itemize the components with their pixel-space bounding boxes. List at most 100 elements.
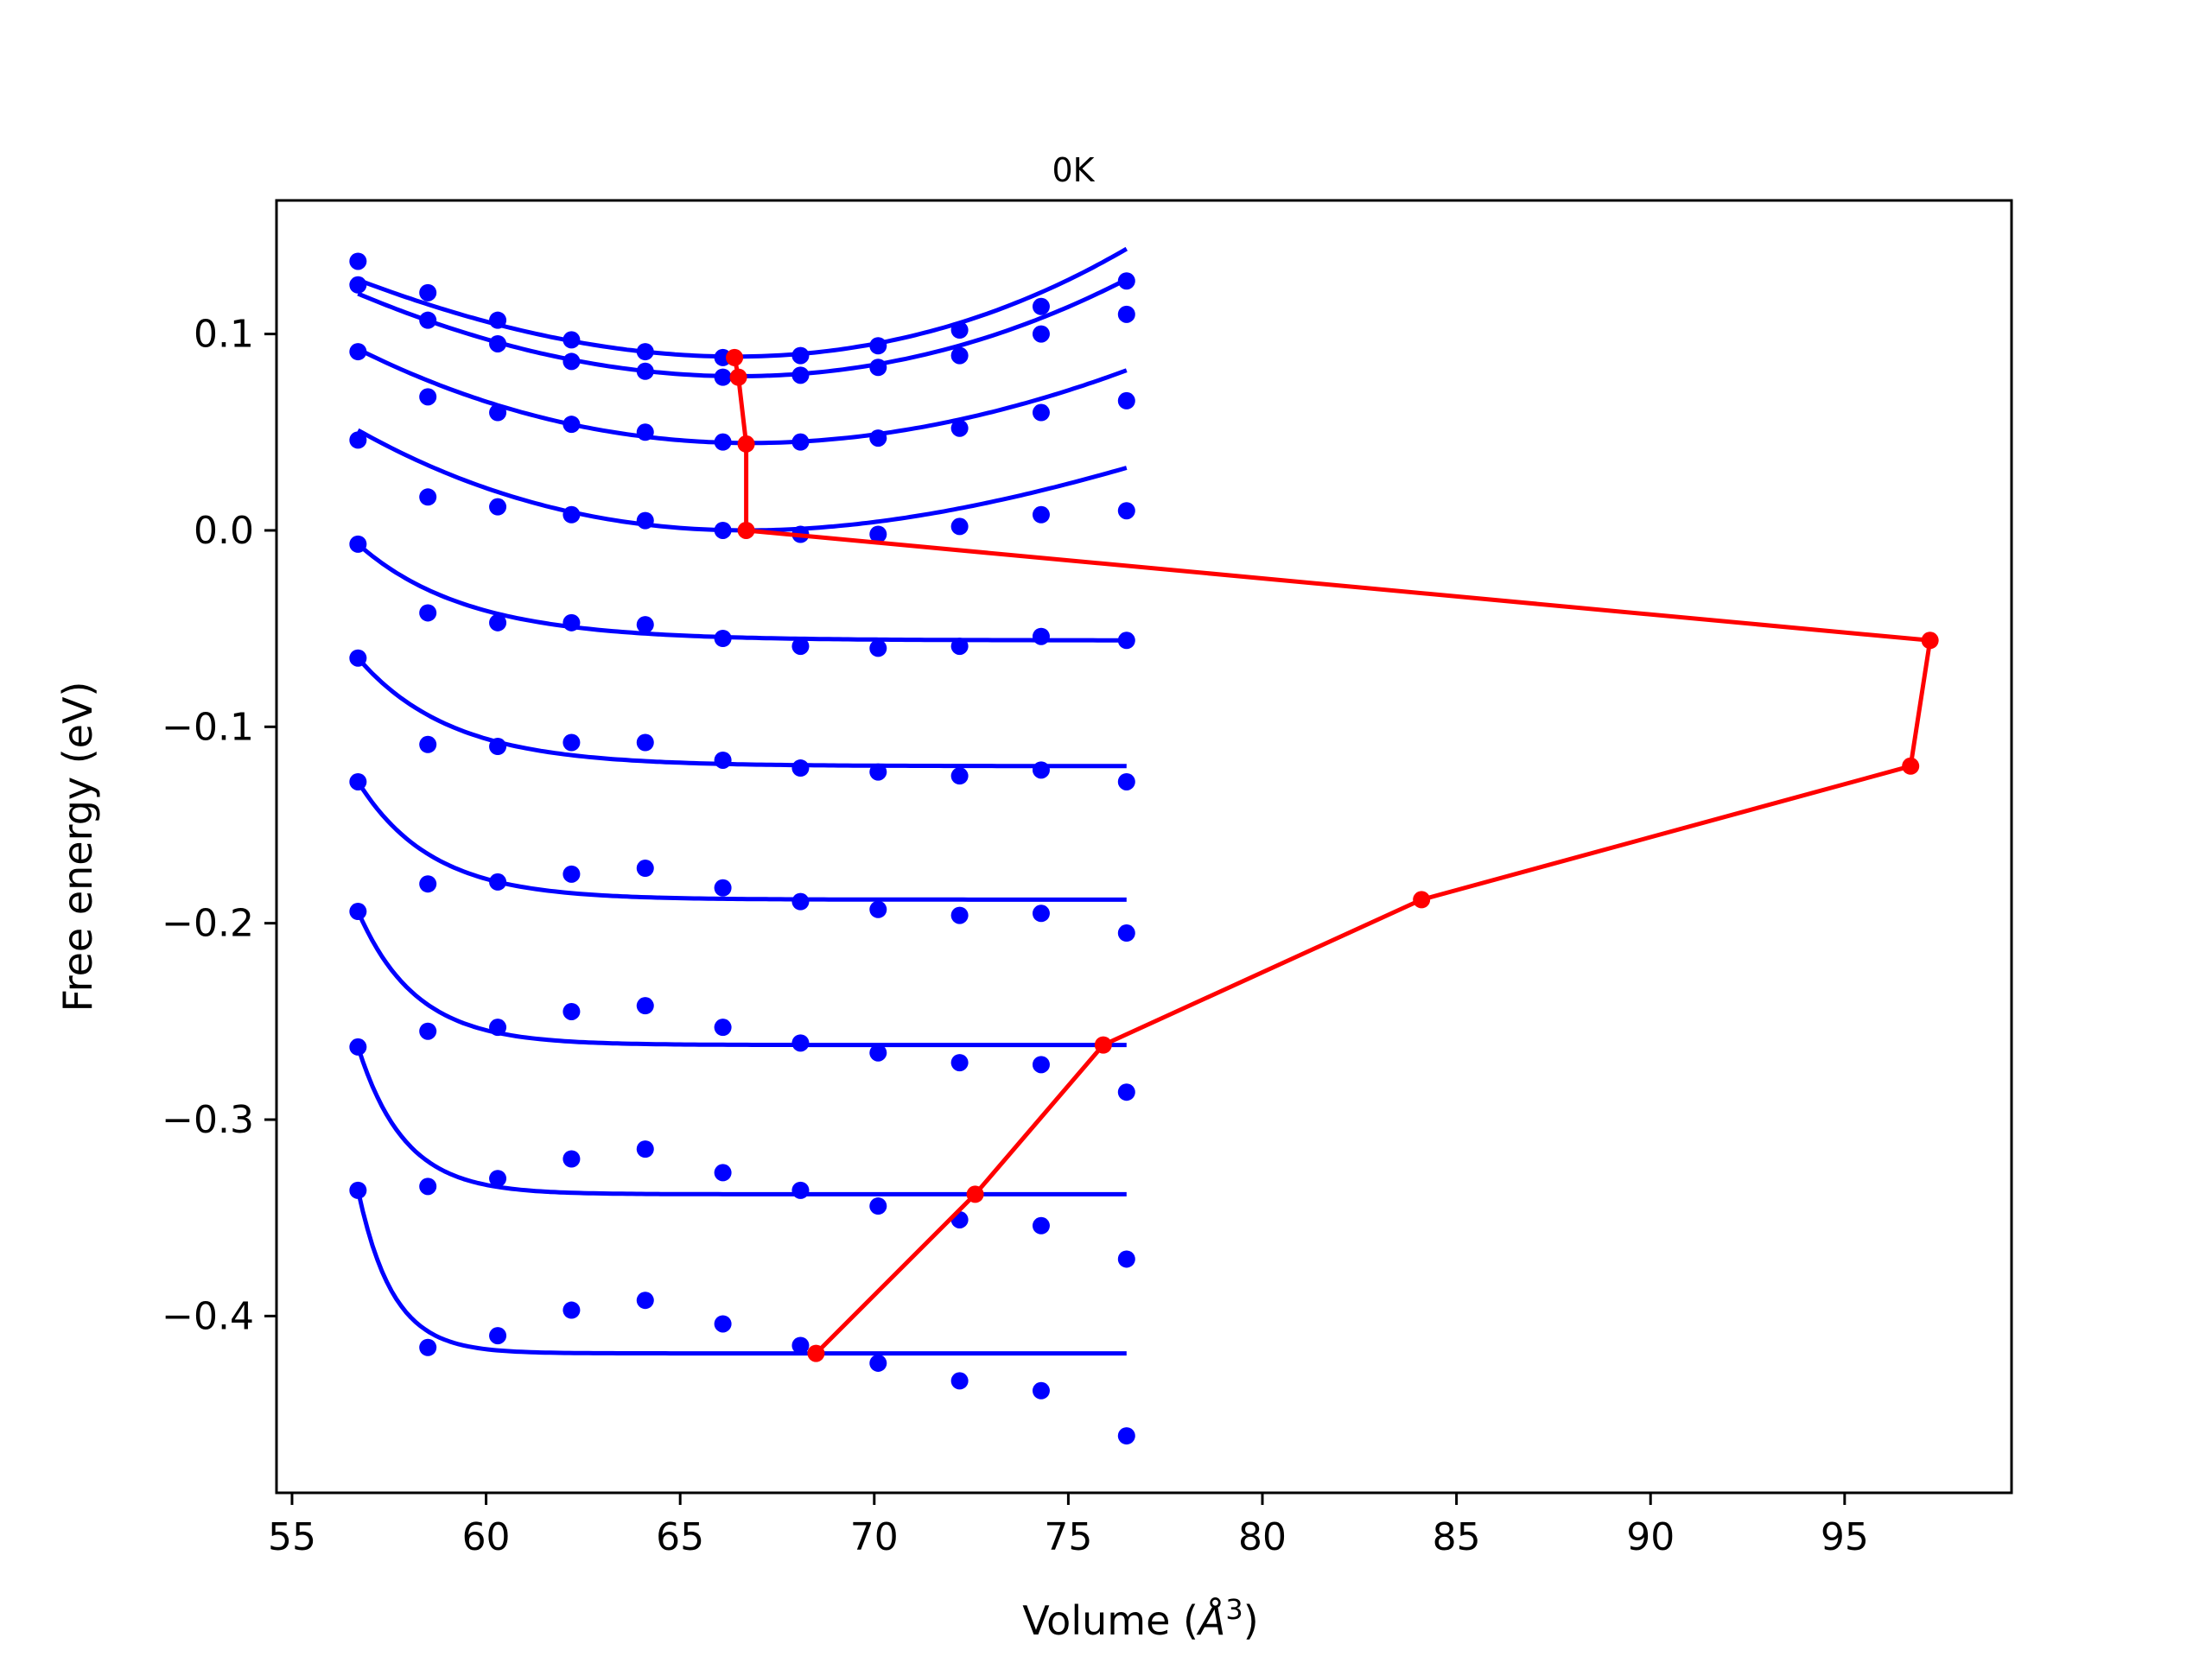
x-tick-label: 65	[656, 1515, 704, 1559]
minimum-point	[726, 348, 744, 366]
data-point	[563, 1301, 581, 1319]
data-point	[791, 346, 810, 365]
data-point	[349, 1038, 367, 1056]
data-point	[489, 738, 507, 756]
x-axis-title-text: Volume (	[1022, 1597, 1198, 1644]
data-point	[419, 1022, 437, 1040]
plot-area	[349, 246, 1939, 1445]
data-point	[419, 1177, 437, 1196]
data-point	[1032, 325, 1050, 343]
fit-curve-8	[356, 910, 1127, 1048]
data-point	[1032, 1056, 1050, 1074]
data-point	[489, 334, 507, 352]
data-point	[791, 366, 810, 384]
data-point	[636, 616, 654, 634]
data-point	[349, 903, 367, 921]
data-point	[349, 772, 367, 790]
data-point	[563, 416, 581, 434]
y-axis: 0.1 0.0 −0.1 −0.2 −0.3 −0.4	[162, 313, 276, 1338]
data-point	[563, 865, 581, 883]
data-point	[714, 1164, 732, 1182]
fit-curve-10	[355, 1190, 1127, 1356]
fit-curve-5	[356, 543, 1127, 643]
data-point	[636, 1140, 654, 1158]
data-point	[489, 1019, 507, 1037]
data-point	[791, 759, 810, 778]
minimum-energy-path	[732, 357, 1933, 1355]
data-point	[1117, 305, 1135, 323]
y-tick-label: −0.4	[162, 1294, 254, 1338]
data-point	[349, 1181, 367, 1199]
y-tick-label: −0.3	[162, 1098, 254, 1142]
data-point	[419, 388, 437, 406]
data-point	[950, 767, 969, 785]
data-point	[950, 346, 969, 365]
data-point	[714, 1019, 732, 1037]
data-point	[714, 521, 732, 539]
data-point	[563, 613, 581, 632]
data-point	[869, 359, 887, 377]
data-point	[869, 639, 887, 657]
data-point	[636, 423, 654, 441]
data-point	[1117, 502, 1135, 520]
x-tick-label: 55	[268, 1515, 316, 1559]
data-point	[869, 337, 887, 355]
data-point	[489, 1327, 507, 1345]
data-point	[869, 525, 887, 543]
data-point	[419, 311, 437, 329]
data-point	[869, 1354, 887, 1372]
data-point	[869, 900, 887, 918]
data-point	[349, 252, 367, 270]
data-point	[791, 433, 810, 451]
data-point	[1117, 1083, 1135, 1101]
data-point	[349, 343, 367, 361]
data-point	[950, 638, 969, 656]
data-point	[489, 403, 507, 422]
chart-title: 0K	[1052, 151, 1095, 189]
data-point	[869, 1044, 887, 1062]
data-point	[714, 879, 732, 897]
fit-curve-9	[355, 1046, 1127, 1196]
data-point	[636, 733, 654, 752]
data-point	[636, 511, 654, 530]
data-point	[1117, 924, 1135, 943]
data-point	[714, 751, 732, 769]
data-point	[419, 735, 437, 753]
data-point	[636, 343, 654, 361]
data-point	[1032, 403, 1050, 422]
data-point	[950, 906, 969, 924]
data-point	[636, 1292, 654, 1310]
data-point	[349, 431, 367, 449]
minimum-point	[737, 435, 755, 453]
x-tick-label: 95	[1821, 1515, 1869, 1559]
data-point	[950, 1054, 969, 1072]
data-point	[1117, 1427, 1135, 1445]
data-point	[419, 283, 437, 301]
data-point	[869, 763, 887, 781]
data-point	[563, 331, 581, 349]
data-point	[349, 276, 367, 294]
data-point	[950, 419, 969, 437]
data-point	[349, 535, 367, 553]
minimum-point	[1413, 891, 1431, 909]
data-point	[1032, 761, 1050, 779]
data-point	[791, 1336, 810, 1355]
data-point	[489, 1170, 507, 1188]
data-point	[1032, 297, 1050, 315]
data-point	[1117, 391, 1135, 409]
y-tick-label: 0.1	[194, 313, 254, 357]
data-point	[636, 860, 654, 878]
y-tick-label: −0.1	[162, 705, 254, 749]
data-point	[636, 362, 654, 380]
x-tick-label: 80	[1238, 1515, 1287, 1559]
data-point	[563, 352, 581, 371]
plot-frame	[275, 199, 2013, 1495]
x-tick-label: 75	[1044, 1515, 1092, 1559]
data-point	[714, 433, 732, 451]
data-point	[419, 1338, 437, 1356]
data-point	[791, 1181, 810, 1199]
data-point	[1032, 1216, 1050, 1235]
data-point	[1032, 904, 1050, 923]
fit-curve-6	[356, 657, 1127, 769]
